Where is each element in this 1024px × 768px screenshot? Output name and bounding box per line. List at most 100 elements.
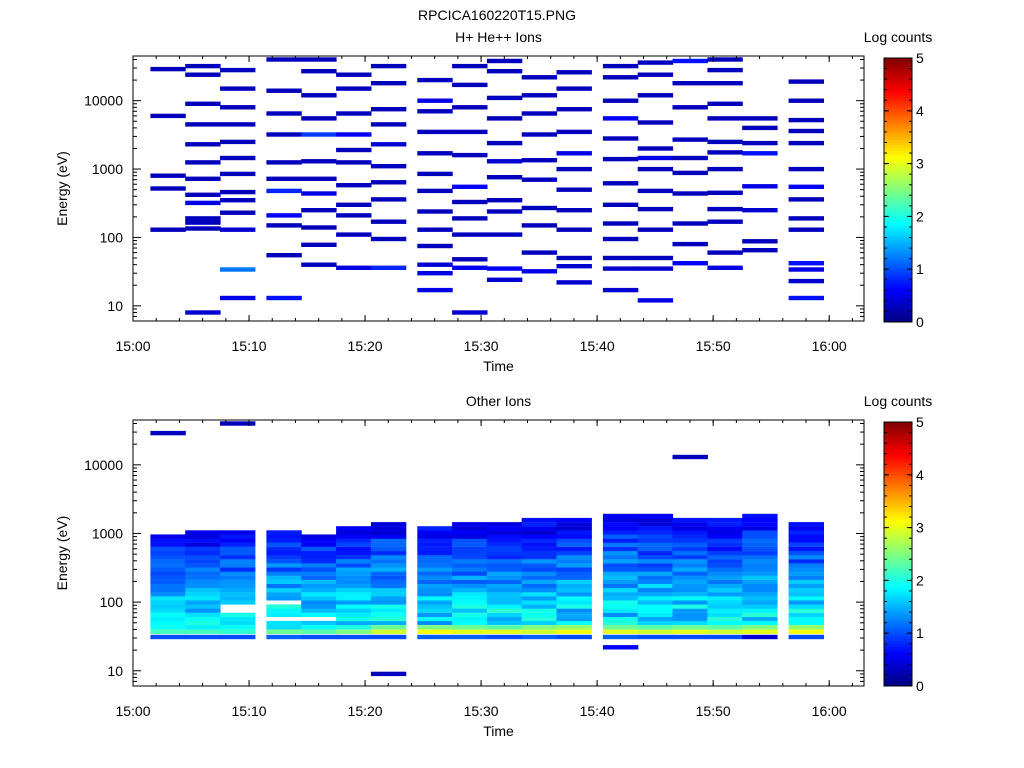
heatmap-cell [150, 571, 186, 576]
colorbar-segment [884, 546, 912, 550]
heatmap-cell [150, 559, 186, 564]
colorbar-segment [884, 121, 912, 125]
heatmap-cell [637, 72, 674, 77]
colorbar-segment [884, 279, 912, 283]
heatmap-cell [336, 634, 372, 640]
colorbar-segment [884, 116, 912, 120]
heatmap-cell [336, 265, 372, 270]
heatmap-cell [486, 588, 523, 593]
heatmap-cell [707, 588, 743, 593]
heatmap-cell [336, 625, 372, 630]
y-axis-label: Energy (eV) [54, 151, 70, 226]
heatmap-cell [637, 255, 674, 261]
heatmap-cell [602, 583, 639, 589]
heatmap-cell [417, 596, 453, 601]
colorbar-frame [883, 421, 913, 687]
colorbar-segment [884, 564, 912, 568]
heatmap-cell [336, 183, 372, 188]
heatmap-cell [417, 98, 453, 103]
colorbar-segment [884, 503, 912, 507]
heatmap-cell [637, 567, 674, 572]
heatmap-cell [370, 571, 407, 576]
heatmap-cell [150, 66, 186, 72]
heatmap-cell [370, 107, 407, 112]
heatmap-cell [185, 575, 221, 580]
heatmap-cell [742, 538, 778, 543]
heatmap-cell [742, 625, 778, 630]
heatmap-cell [370, 567, 407, 572]
heatmap-cell [556, 255, 592, 261]
heatmap-cell [486, 175, 523, 180]
heatmap-cell [301, 596, 337, 601]
heatmap-cell [637, 575, 674, 580]
heatmap-cell [417, 608, 453, 613]
heatmap-cell [185, 200, 221, 206]
colorbar-segment [884, 197, 912, 202]
heatmap-cell [220, 620, 256, 626]
heatmap-cell [788, 625, 824, 630]
heatmap-cell [452, 563, 488, 568]
heatmap-cell [266, 567, 302, 572]
heatmap-cell [672, 579, 708, 584]
colorbar-segment [884, 617, 912, 621]
colorbar-segment [884, 464, 912, 468]
heatmap-cell [220, 421, 256, 426]
y-tick-label: 1000 [92, 525, 123, 541]
colorbar-segment [884, 598, 912, 603]
colorbar-segment [884, 253, 912, 257]
heatmap-cell [220, 210, 256, 215]
colorbar-segment [884, 495, 912, 500]
heatmap-cell [301, 93, 337, 98]
heatmap-cell [707, 575, 743, 580]
colorbar-segment [884, 482, 912, 486]
heatmap-cell [707, 101, 743, 106]
colorbar-segment [884, 224, 912, 228]
x-tick-label: 15:20 [348, 703, 383, 719]
heatmap-cell [672, 191, 708, 196]
heatmap-cell [336, 213, 372, 218]
heatmap-cell [370, 588, 407, 593]
heatmap-cell [788, 596, 824, 601]
heatmap-cell [672, 105, 708, 110]
heatmap-cell [266, 542, 302, 547]
heatmap-cell [742, 588, 778, 593]
heatmap-cell [417, 616, 453, 622]
heatmap-cell [556, 264, 592, 269]
heatmap-cell [788, 197, 824, 202]
heatmap-cell [742, 526, 778, 531]
heatmap-cell [452, 555, 488, 560]
heatmap-cell [220, 295, 256, 301]
colorbar-segment [884, 556, 912, 560]
y-tick-label: 100 [100, 229, 124, 245]
heatmap-cell [370, 180, 407, 185]
colorbar-segment [884, 435, 912, 439]
heatmap-cell [301, 567, 337, 572]
heatmap-cell [301, 625, 337, 630]
colorbar-segment [884, 184, 912, 188]
heatmap-cell [452, 526, 488, 531]
heatmap-cell [301, 242, 337, 247]
heatmap-cell [707, 546, 743, 552]
heatmap-cell [672, 550, 708, 556]
colorbar-segment [884, 190, 912, 194]
heatmap-cell [521, 559, 558, 564]
heatmap-cell [301, 132, 337, 137]
colorbar-segment [884, 300, 912, 305]
heatmap-cell [220, 559, 256, 564]
heatmap-cell [185, 612, 221, 617]
heatmap-cell [220, 634, 256, 640]
colorbar-segment [884, 187, 912, 191]
heatmap-cell [336, 550, 372, 556]
heatmap-cell [266, 546, 302, 552]
heatmap-cell [486, 575, 523, 580]
heatmap-cell [556, 592, 592, 597]
heatmap-cell [185, 629, 221, 634]
heatmap-cell [556, 608, 592, 613]
heatmap-cell [185, 555, 221, 560]
heatmap-cell [486, 579, 523, 584]
heatmap-cell [521, 555, 558, 560]
heatmap-cell [556, 616, 592, 622]
heatmap-cell [220, 583, 256, 589]
heatmap-cell [417, 546, 453, 552]
heatmap-cell [452, 620, 488, 626]
